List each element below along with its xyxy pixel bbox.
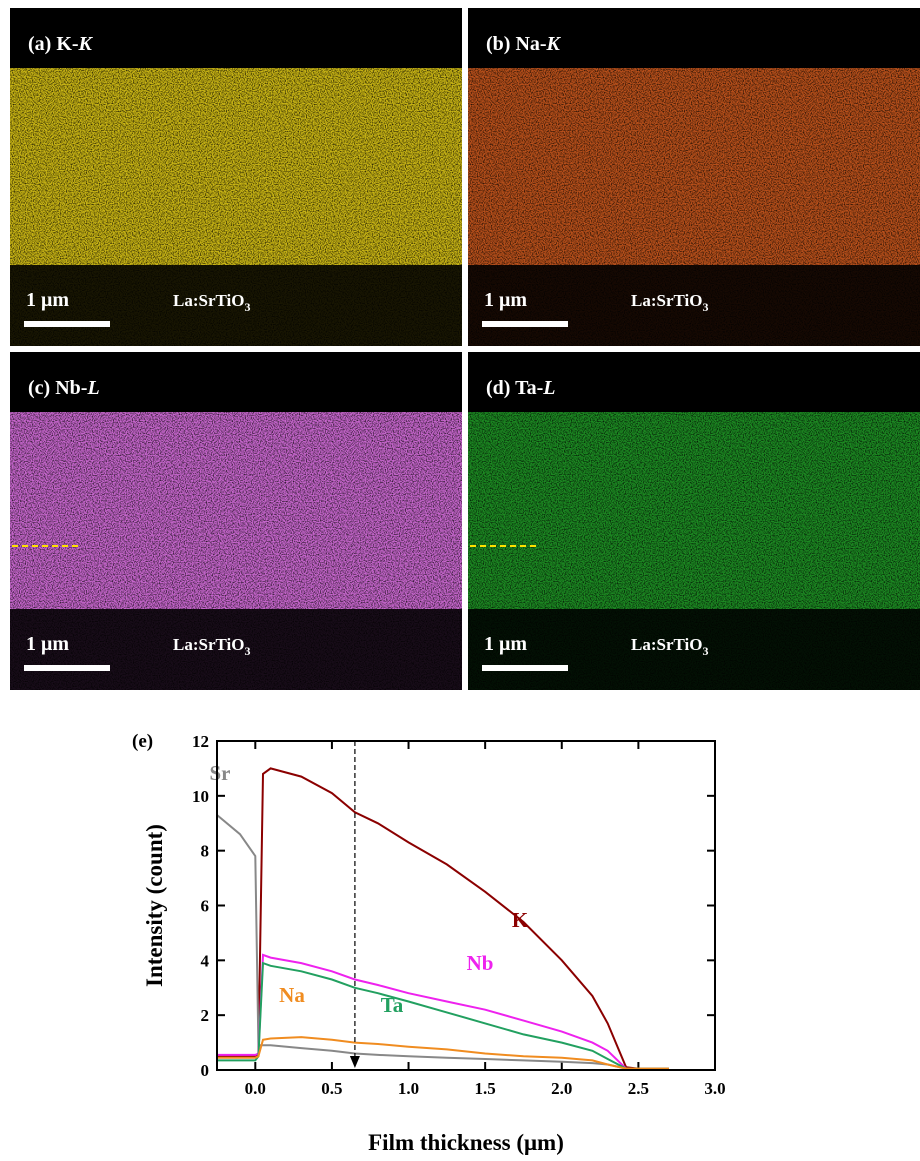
label-italic: K (546, 33, 562, 55)
film-band (468, 412, 920, 609)
y-tick-label: 0 (201, 1061, 210, 1080)
y-axis-label: Intensity (count) (142, 824, 167, 987)
label-italic: L (542, 377, 555, 399)
label-text: (a) K- (28, 33, 79, 55)
x-tick-label: 3.0 (704, 1079, 725, 1098)
y-tick-label: 8 (201, 842, 210, 861)
series-label: Nb (467, 951, 494, 975)
label-text: (b) Na- (486, 33, 547, 55)
series-line (217, 768, 669, 1068)
scale-bar (24, 321, 110, 327)
scale-label: 1 μm (26, 633, 69, 655)
marker-arrow (350, 1056, 360, 1068)
x-tick-label: 1.5 (475, 1079, 496, 1098)
x-tick-label: 0.5 (321, 1079, 342, 1098)
film-band (10, 68, 462, 265)
substrate-sub: 3 (244, 644, 250, 658)
panel-label: (d) Ta-L (486, 377, 555, 399)
scale-label: 1 μm (484, 289, 527, 311)
y-tick-label: 4 (201, 951, 210, 970)
map-panel: (b) Na-K 1 μm La:SrTiO3 (468, 8, 920, 346)
panel-label: (a) K-K (28, 33, 94, 55)
figure: (a) K-K1 μmLa:SrTiO3(b) Na-K1 μmLa:SrTiO… (0, 0, 920, 1161)
substrate-text: La:SrTiO (173, 291, 244, 310)
series-label: Sr (210, 761, 231, 785)
label-italic: L (86, 377, 99, 399)
film-band (468, 68, 920, 265)
x-tick-label: 0.0 (245, 1079, 266, 1098)
map-panel: (a) K-K 1 μm La:SrTiO3 (10, 8, 462, 346)
label-text: (d) Ta- (486, 377, 543, 399)
series-label: Na (279, 983, 305, 1007)
y-tick-label: 12 (192, 732, 209, 751)
scale-bar (482, 321, 568, 327)
panel-label: (b) Na-K (486, 33, 562, 55)
substrate-text: La:SrTiO (631, 291, 702, 310)
y-tick-label: 10 (192, 787, 209, 806)
substrate-sub: 3 (244, 300, 250, 314)
film-band (10, 412, 462, 609)
label-text: (c) Nb- (28, 377, 87, 399)
substrate-text: La:SrTiO (631, 635, 702, 654)
x-tick-label: 2.0 (551, 1079, 572, 1098)
x-tick-label: 1.0 (398, 1079, 419, 1098)
panel-label: (c) Nb-L (28, 377, 100, 399)
y-tick-label: 6 (201, 897, 210, 916)
substrate-text: La:SrTiO (173, 635, 244, 654)
substrate-sub: 3 (702, 644, 708, 658)
series-line (217, 963, 669, 1069)
series-label: Ta (381, 993, 404, 1017)
y-tick-label: 2 (201, 1006, 210, 1025)
scale-bar (24, 665, 110, 671)
plot-frame (217, 741, 715, 1070)
map-panel: (c) Nb-L 1 μm La:SrTiO3 (10, 352, 462, 690)
map-panel: (d) Ta-L 1 μm La:SrTiO3 (468, 352, 920, 690)
x-axis-label: Film thickness (μm) (368, 1130, 564, 1155)
scale-label: 1 μm (484, 633, 527, 655)
series-label: K (512, 908, 529, 932)
scale-label: 1 μm (26, 289, 69, 311)
scale-bar (482, 665, 568, 671)
substrate-sub: 3 (702, 300, 708, 314)
label-italic: K (78, 33, 94, 55)
series-line (217, 815, 669, 1069)
x-tick-label: 2.5 (628, 1079, 649, 1098)
panel-label: (e) (132, 731, 153, 752)
